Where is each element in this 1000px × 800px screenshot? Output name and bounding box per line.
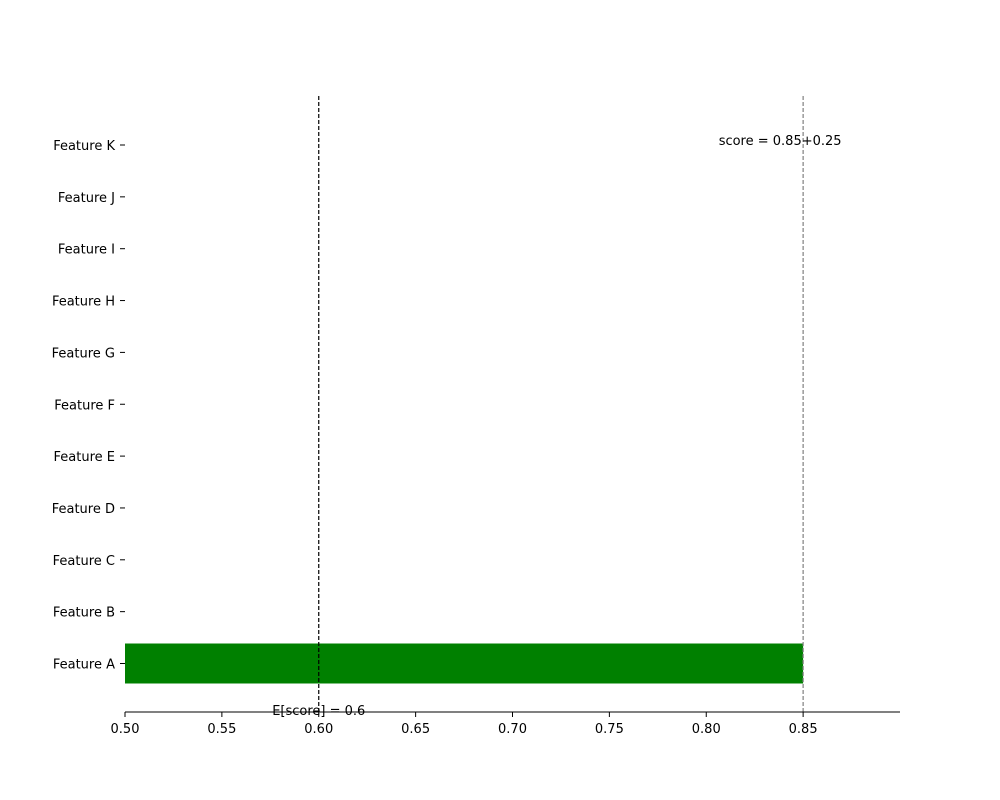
x-tick-label: 0.50: [111, 722, 140, 737]
bar-feature-a: [125, 643, 804, 684]
y-tick-label: Feature H: [52, 295, 115, 310]
y-tick-label: Feature E: [54, 450, 115, 465]
x-tick-label: 0.85: [789, 722, 818, 737]
y-tick-label: Feature A: [53, 658, 115, 673]
expected-value-label: E[score] = 0.6: [272, 704, 365, 719]
x-tick-label: 0.75: [595, 722, 624, 737]
x-tick-label: 0.60: [304, 722, 333, 737]
y-tick-label: Feature B: [53, 606, 115, 621]
score-label: score = 0.85+0.25: [719, 134, 842, 149]
y-tick-label: Feature F: [54, 398, 115, 413]
x-ticks-layer: 0.50 0.55 0.60 0.65 0.70 0.75 0.80 0.85: [111, 712, 818, 737]
y-tick-label: Feature C: [53, 554, 115, 569]
y-tick-label: Feature J: [58, 191, 115, 206]
annotations-layer: E[score] = 0.6 score = 0.85+0.25: [272, 134, 841, 719]
y-ticks-layer: Feature A Feature B Feature C Feature D Feat…: [52, 139, 125, 673]
bars-layer: [125, 643, 804, 684]
reference-lines-layer: [318, 96, 804, 712]
y-tick-label: Feature G: [52, 346, 115, 361]
x-tick-label: 0.65: [401, 722, 430, 737]
y-tick-label: Feature I: [58, 243, 115, 258]
x-tick-label: 0.55: [207, 722, 236, 737]
x-tick-label: 0.80: [692, 722, 721, 737]
x-tick-label: 0.70: [498, 722, 527, 737]
y-tick-label: Feature D: [52, 502, 115, 517]
y-tick-label: Feature K: [53, 139, 115, 154]
